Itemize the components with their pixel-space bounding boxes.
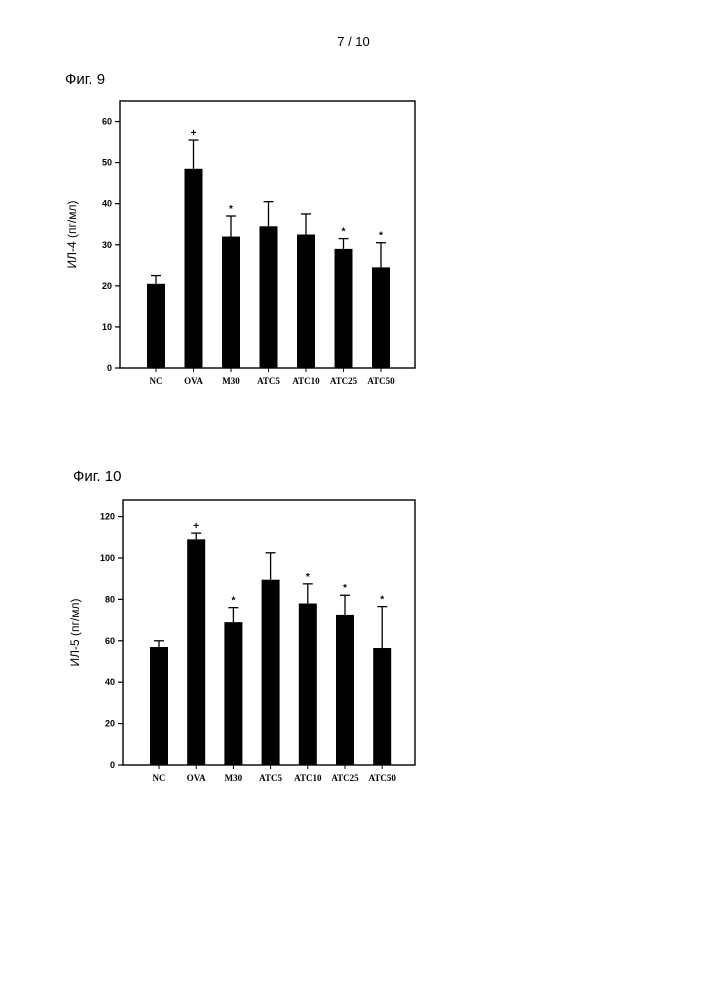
significance-marker: * <box>229 204 233 215</box>
y-tick-label: 20 <box>105 719 115 729</box>
y-tick-label: 10 <box>102 322 112 332</box>
y-tick-label: 30 <box>102 240 112 250</box>
bar <box>335 249 353 368</box>
x-category-label: ATC5 <box>257 376 280 386</box>
y-tick-label: 100 <box>100 553 115 563</box>
y-tick-label: 60 <box>102 117 112 127</box>
x-category-label: M30 <box>222 376 240 386</box>
y-tick-label: 40 <box>105 677 115 687</box>
significance-marker: * <box>379 231 383 242</box>
significance-marker: * <box>343 583 347 594</box>
y-tick-label: 50 <box>102 158 112 168</box>
figure-10-label: Фиг. 10 <box>73 468 121 485</box>
significance-marker: * <box>231 596 235 607</box>
x-category-label: ATC50 <box>367 376 395 386</box>
x-category-label: ATC10 <box>292 376 320 386</box>
y-tick-label: 0 <box>110 760 115 770</box>
significance-marker: + <box>193 521 199 532</box>
bar <box>185 169 203 368</box>
bar <box>147 284 165 368</box>
y-tick-label: 120 <box>100 512 115 522</box>
y-tick-label: 20 <box>102 281 112 291</box>
bar <box>260 226 278 368</box>
x-category-label: OVA <box>187 773 206 783</box>
x-category-label: NC <box>150 376 163 386</box>
significance-marker: * <box>380 595 384 606</box>
y-tick-label: 80 <box>105 594 115 604</box>
x-category-label: OVA <box>184 376 203 386</box>
x-category-label: ATC5 <box>259 773 282 783</box>
y-axis-title: ИЛ-4 (пг/мл) <box>65 201 79 269</box>
bar <box>224 622 242 765</box>
page-number: 7 / 10 <box>0 34 707 49</box>
il5-bar-chart: 0 20 40 60 80 100 120 ИЛ-5 (пг/мл) NC + OVA * M30 ATC… <box>0 490 707 800</box>
y-tick-label: 60 <box>105 636 115 646</box>
bar <box>297 235 315 369</box>
bar <box>222 237 240 368</box>
bar <box>336 615 354 765</box>
x-category-label: ATC25 <box>330 376 358 386</box>
il4-bar-chart: 0 10 20 30 40 50 60 ИЛ-4 (пг/мл) NC + OVA * M30 ATC5 A… <box>0 90 707 400</box>
figure-9-label: Фиг. 9 <box>65 71 105 88</box>
x-category-label: M30 <box>225 773 243 783</box>
y-tick-label: 0 <box>107 363 112 373</box>
x-category-label: ATC25 <box>331 773 359 783</box>
x-category-label: ATC10 <box>294 773 322 783</box>
significance-marker: * <box>342 227 346 238</box>
y-tick-label: 40 <box>102 199 112 209</box>
significance-marker: * <box>306 572 310 583</box>
y-axis-title: ИЛ-5 (пг/мл) <box>68 599 82 667</box>
bar <box>299 604 317 765</box>
bar <box>262 580 280 765</box>
x-category-label: ATC50 <box>369 773 397 783</box>
bar <box>187 539 205 765</box>
bar <box>372 267 390 368</box>
bar <box>150 647 168 765</box>
significance-marker: + <box>191 128 197 139</box>
x-category-label: NC <box>153 773 166 783</box>
bar <box>373 648 391 765</box>
